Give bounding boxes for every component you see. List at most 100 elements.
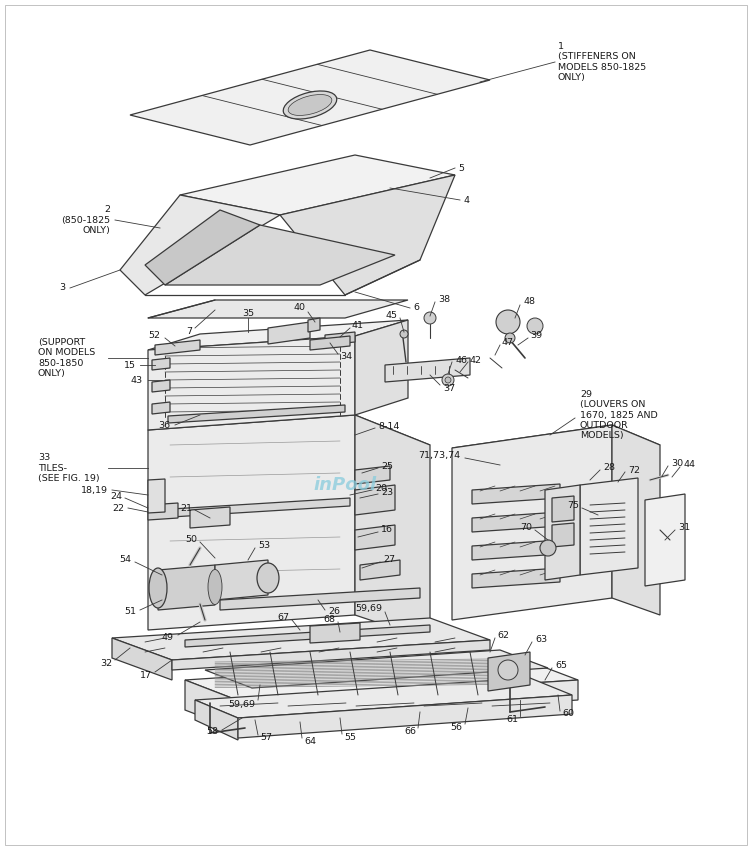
Text: 55: 55 [344, 733, 356, 741]
Text: 50: 50 [185, 535, 197, 543]
Circle shape [496, 310, 520, 334]
Text: 25: 25 [381, 462, 393, 471]
Text: 33
TILES-
(SEE FIG. 19): 33 TILES- (SEE FIG. 19) [38, 453, 99, 483]
Text: 39: 39 [530, 331, 542, 339]
Text: 72: 72 [628, 466, 640, 474]
Text: 32: 32 [100, 659, 112, 667]
Polygon shape [220, 588, 420, 610]
Text: 65: 65 [555, 660, 567, 670]
Text: 6: 6 [413, 303, 419, 313]
Ellipse shape [208, 570, 222, 604]
Text: 3: 3 [59, 284, 65, 292]
Text: 71,73,74: 71,73,74 [418, 450, 460, 460]
Polygon shape [325, 332, 355, 345]
Polygon shape [152, 358, 170, 370]
Polygon shape [310, 336, 350, 350]
Polygon shape [148, 479, 165, 513]
Polygon shape [355, 415, 430, 640]
Polygon shape [185, 680, 242, 732]
Text: 18,19: 18,19 [81, 485, 108, 495]
Text: 40: 40 [293, 303, 305, 313]
Text: 2
(850-1825
ONLY): 2 (850-1825 ONLY) [61, 205, 110, 235]
Polygon shape [310, 623, 360, 643]
Circle shape [424, 312, 436, 324]
Text: 4: 4 [463, 196, 469, 205]
Text: 59,69: 59,69 [228, 700, 255, 709]
Text: 29
(LOUVERS ON
1670, 1825 AND
OUTDOOR
MODELS): 29 (LOUVERS ON 1670, 1825 AND OUTDOOR MO… [580, 389, 658, 440]
Polygon shape [152, 380, 170, 392]
Polygon shape [472, 484, 560, 504]
Polygon shape [452, 425, 660, 468]
Polygon shape [112, 638, 172, 680]
Polygon shape [545, 485, 580, 580]
Circle shape [400, 330, 408, 338]
Polygon shape [280, 175, 455, 295]
Text: 66: 66 [404, 727, 416, 735]
Text: 28: 28 [603, 462, 615, 472]
Text: 24: 24 [110, 491, 122, 501]
Polygon shape [645, 494, 685, 586]
Polygon shape [238, 695, 572, 738]
Text: 41: 41 [352, 321, 364, 331]
Circle shape [498, 660, 518, 680]
Text: 42: 42 [470, 355, 482, 365]
Text: 35: 35 [242, 309, 254, 319]
Polygon shape [472, 512, 560, 532]
Text: 61: 61 [506, 715, 518, 723]
Text: 70: 70 [520, 524, 532, 532]
Polygon shape [355, 525, 395, 550]
Polygon shape [552, 523, 574, 547]
Text: 56: 56 [450, 722, 462, 732]
Text: 51: 51 [124, 608, 136, 616]
Text: 62: 62 [497, 631, 509, 639]
Ellipse shape [257, 563, 279, 593]
Text: 59,69: 59,69 [355, 604, 382, 613]
Text: 7: 7 [186, 327, 192, 337]
Text: 68: 68 [323, 615, 335, 624]
Text: 21: 21 [180, 503, 192, 513]
Ellipse shape [288, 94, 332, 116]
Text: 49: 49 [162, 633, 174, 643]
Polygon shape [242, 680, 578, 722]
Text: 37: 37 [443, 383, 455, 393]
Text: 30: 30 [671, 458, 683, 468]
Text: 36: 36 [158, 421, 170, 429]
Polygon shape [130, 50, 490, 145]
Text: 38: 38 [438, 296, 450, 304]
Polygon shape [172, 640, 490, 670]
Polygon shape [308, 318, 320, 332]
Circle shape [445, 377, 451, 383]
Polygon shape [152, 402, 170, 414]
Text: inPool: inPool [314, 476, 377, 494]
Polygon shape [148, 300, 408, 318]
Polygon shape [612, 425, 660, 615]
Text: 53: 53 [258, 541, 270, 551]
Circle shape [527, 318, 543, 334]
Polygon shape [148, 336, 355, 430]
Polygon shape [360, 560, 400, 580]
Text: 43: 43 [131, 376, 143, 384]
Text: 60: 60 [562, 710, 574, 718]
Polygon shape [185, 625, 430, 647]
Text: 5: 5 [458, 163, 464, 173]
Text: 16: 16 [381, 525, 393, 535]
Text: 27: 27 [383, 556, 395, 564]
Text: 1
(STIFFENERS ON
MODELS 850-1825
ONLY): 1 (STIFFENERS ON MODELS 850-1825 ONLY) [558, 42, 646, 82]
Polygon shape [215, 560, 268, 600]
Text: 15: 15 [124, 360, 136, 370]
Text: 75: 75 [567, 501, 579, 509]
Polygon shape [552, 496, 574, 522]
Polygon shape [155, 498, 350, 518]
Polygon shape [180, 155, 455, 215]
Polygon shape [385, 358, 470, 382]
Text: 31: 31 [678, 523, 690, 531]
Text: 26: 26 [328, 608, 340, 616]
Text: 44: 44 [683, 460, 695, 468]
Polygon shape [185, 658, 578, 702]
Text: 20: 20 [375, 484, 387, 492]
Ellipse shape [284, 91, 337, 119]
Text: 45: 45 [385, 310, 397, 320]
Polygon shape [355, 320, 408, 415]
Text: 23: 23 [381, 488, 393, 496]
Polygon shape [195, 678, 572, 718]
